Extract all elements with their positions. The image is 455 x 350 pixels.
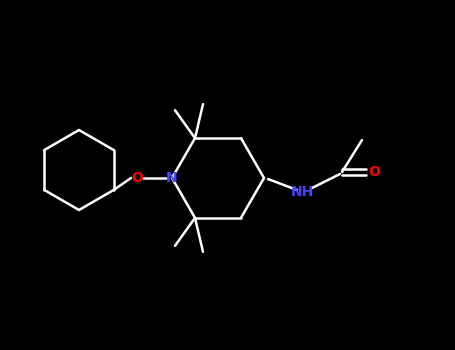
- Text: O: O: [368, 165, 380, 179]
- Text: NH: NH: [290, 185, 313, 199]
- Text: O: O: [131, 171, 143, 185]
- Text: N: N: [166, 171, 178, 185]
